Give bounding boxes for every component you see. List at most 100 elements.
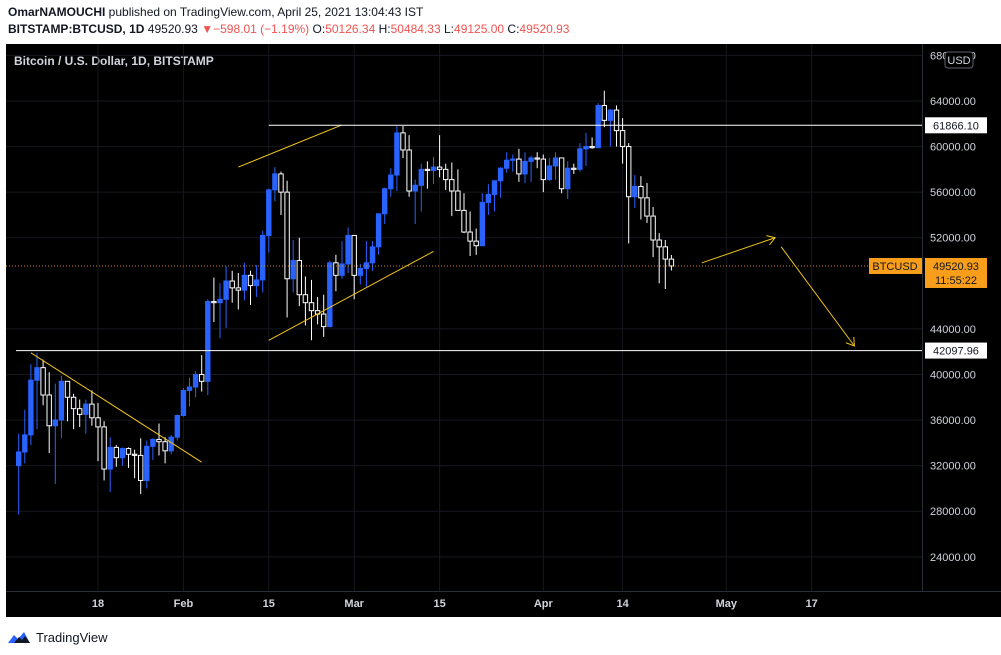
candle-body bbox=[607, 109, 614, 121]
candle bbox=[601, 90, 607, 128]
candle bbox=[95, 402, 101, 462]
author-name[interactable]: OmarNAMOUCHI bbox=[8, 5, 106, 19]
price-axis[interactable] bbox=[923, 44, 1001, 591]
candle bbox=[58, 375, 65, 439]
candle bbox=[77, 399, 83, 427]
candle bbox=[400, 126, 406, 158]
candle bbox=[638, 176, 644, 220]
candle-body bbox=[156, 438, 162, 443]
candle-body bbox=[241, 274, 248, 291]
candle-body bbox=[211, 301, 217, 304]
candle bbox=[497, 167, 504, 198]
candle-body bbox=[589, 146, 595, 149]
candle bbox=[113, 445, 119, 467]
currency-label: USD bbox=[947, 55, 970, 67]
candle bbox=[296, 237, 303, 307]
candle bbox=[107, 437, 113, 492]
candle-body bbox=[205, 301, 211, 382]
candle bbox=[589, 137, 595, 149]
publication-info: OmarNAMOUCHI published on TradingView.co… bbox=[8, 5, 423, 19]
y-tick-label: 44000.00 bbox=[930, 324, 976, 336]
candle bbox=[607, 108, 614, 147]
level-price-tag bbox=[925, 342, 987, 359]
candle bbox=[443, 163, 449, 190]
price-change: −598.01 (−1.19%) bbox=[213, 22, 310, 36]
currency-badge[interactable]: USD bbox=[944, 51, 974, 69]
candle bbox=[534, 152, 540, 169]
candle-body bbox=[174, 415, 181, 438]
candle-body bbox=[138, 454, 144, 481]
channel-lower-line[interactable] bbox=[268, 250, 434, 341]
candle bbox=[613, 105, 620, 147]
candle-body bbox=[150, 438, 156, 447]
candle-body bbox=[34, 367, 40, 381]
candle-body bbox=[351, 234, 357, 276]
candle bbox=[333, 254, 339, 292]
candle bbox=[363, 241, 370, 287]
candle bbox=[424, 161, 431, 189]
candle-body bbox=[668, 258, 675, 267]
candle-body bbox=[583, 146, 589, 150]
candle bbox=[205, 299, 211, 395]
candle bbox=[247, 270, 254, 305]
candle bbox=[162, 437, 168, 464]
candle bbox=[327, 260, 333, 328]
time-axis[interactable] bbox=[6, 591, 1001, 617]
candle-body bbox=[424, 168, 431, 171]
candle bbox=[70, 393, 77, 430]
candle-body bbox=[101, 426, 107, 470]
x-tick-label: 17 bbox=[806, 598, 818, 610]
candle bbox=[375, 213, 382, 255]
arrowhead-down-icon bbox=[845, 336, 855, 347]
projection-down-line[interactable] bbox=[780, 246, 855, 347]
candle-body bbox=[449, 179, 455, 192]
candle bbox=[461, 193, 467, 234]
candle bbox=[351, 234, 357, 300]
candle-body bbox=[284, 191, 290, 280]
y-tick-label: 32000.00 bbox=[930, 461, 976, 473]
candle-body bbox=[266, 189, 272, 236]
candle bbox=[394, 126, 400, 192]
candle-body bbox=[638, 185, 644, 199]
candle-body bbox=[180, 389, 187, 417]
candle bbox=[131, 449, 138, 479]
candle-body bbox=[455, 190, 461, 211]
projection-up-line[interactable] bbox=[701, 237, 776, 264]
low-label: L: bbox=[444, 22, 455, 36]
candle-body bbox=[186, 386, 193, 391]
candle-body bbox=[345, 234, 351, 265]
candle bbox=[89, 390, 95, 426]
candle-body bbox=[229, 280, 235, 289]
high-value: 50484.33 bbox=[390, 22, 441, 36]
footer-brand[interactable]: TradingView bbox=[8, 627, 108, 647]
candle-body bbox=[467, 231, 473, 242]
candle-body bbox=[412, 184, 418, 192]
candle-body bbox=[253, 279, 260, 287]
channel-upper-line[interactable] bbox=[238, 124, 343, 168]
candle bbox=[119, 447, 126, 466]
candle bbox=[577, 143, 583, 172]
candle-body bbox=[595, 105, 601, 149]
candle-body bbox=[382, 188, 388, 215]
candle-body bbox=[70, 396, 77, 410]
candle bbox=[278, 171, 284, 215]
x-tick-label: 15 bbox=[433, 598, 445, 610]
level-price-label: 61866.10 bbox=[933, 120, 979, 132]
candle bbox=[229, 270, 235, 303]
candle-body bbox=[272, 173, 278, 191]
current-price-tag bbox=[925, 257, 987, 288]
candle-body bbox=[28, 379, 34, 436]
downtrend-line[interactable] bbox=[30, 352, 202, 463]
x-tick-label: Apr bbox=[534, 598, 554, 610]
candle bbox=[528, 155, 534, 182]
chart-pane[interactable] bbox=[6, 44, 923, 591]
candle bbox=[510, 154, 516, 172]
candle-body bbox=[235, 287, 242, 291]
candle-body bbox=[522, 160, 528, 175]
candle bbox=[449, 162, 455, 217]
y-tick-label: 52000.00 bbox=[930, 233, 976, 245]
candle-body bbox=[552, 157, 559, 167]
candle bbox=[34, 352, 40, 430]
bar-countdown-label: 11:55:22 bbox=[935, 275, 977, 287]
